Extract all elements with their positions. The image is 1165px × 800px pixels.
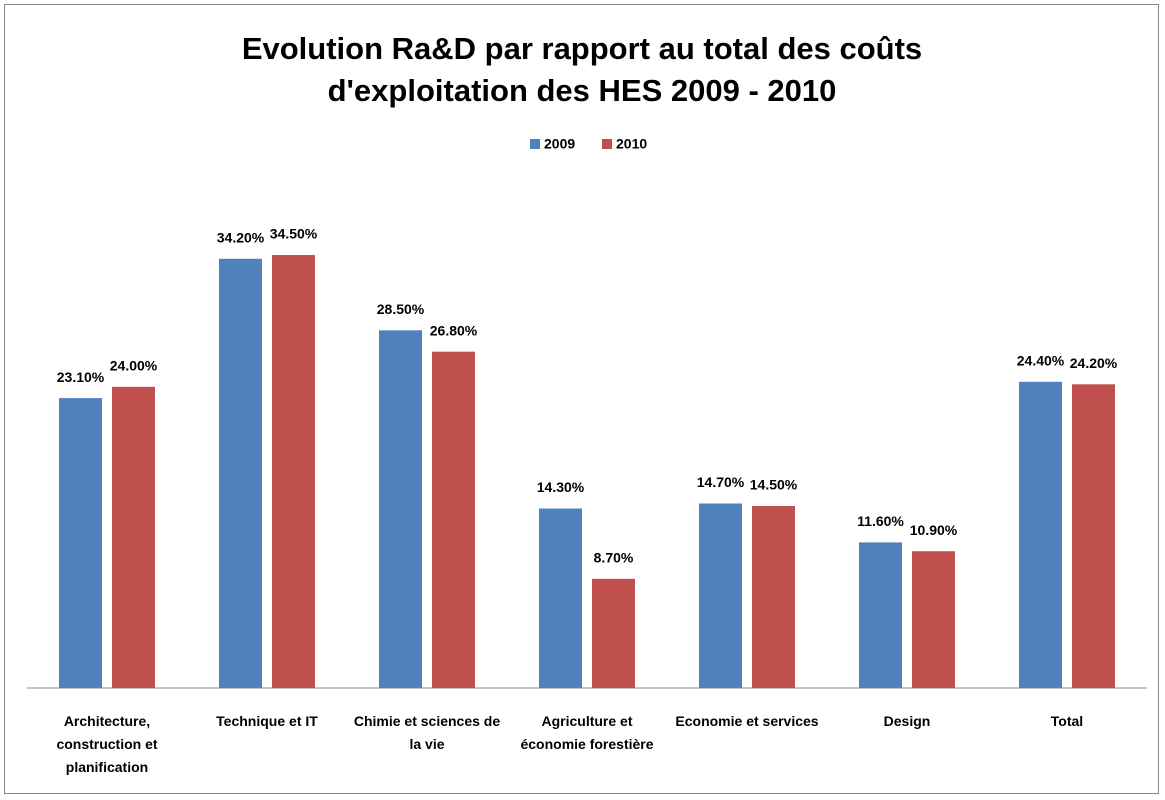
x-tick-label: Economie et services	[675, 713, 819, 729]
bar	[859, 542, 902, 688]
legend-label: 2009	[544, 136, 575, 152]
bar	[219, 258, 262, 688]
bar	[752, 506, 795, 688]
bar	[1019, 381, 1062, 688]
data-label: 26.80%	[430, 322, 478, 338]
legend-label: 2010	[616, 136, 647, 152]
bar	[379, 330, 422, 688]
bar	[592, 578, 635, 688]
data-label: 14.70%	[697, 474, 745, 490]
x-tick-label: Architecture, construction et planificat…	[56, 713, 158, 775]
data-label: 34.20%	[217, 229, 265, 245]
data-label: 14.50%	[750, 477, 798, 493]
data-label: 24.40%	[1017, 352, 1065, 368]
data-label: 23.10%	[57, 369, 105, 385]
bar	[912, 551, 955, 688]
x-tick-label: Design	[883, 713, 931, 729]
data-label: 8.70%	[594, 550, 634, 566]
data-label: 10.90%	[910, 522, 958, 538]
x-tick-label: Total	[1050, 713, 1084, 729]
bar	[539, 508, 582, 688]
bar	[112, 386, 155, 688]
data-label: 24.20%	[1070, 355, 1118, 371]
bar	[699, 503, 742, 688]
data-label: 14.30%	[537, 479, 585, 495]
legend-swatch	[602, 139, 612, 149]
bar	[59, 398, 102, 688]
data-label: 34.50%	[270, 226, 318, 242]
x-tick-label: Technique et IT	[216, 713, 318, 729]
data-label: 11.60%	[857, 513, 904, 529]
data-label: 24.00%	[110, 358, 158, 374]
legend-swatch	[530, 139, 540, 149]
bar	[1072, 384, 1115, 688]
chart-title: Evolution Ra&D par rapport au total des …	[241, 31, 923, 108]
chart-frame	[4, 4, 1159, 794]
data-label: 28.50%	[377, 301, 425, 317]
bar	[272, 255, 315, 688]
bar	[432, 351, 475, 688]
x-tick-label: Chimie et sciences de la vie	[353, 713, 501, 752]
x-tick-label: Agriculture et économie forestière	[520, 713, 654, 752]
